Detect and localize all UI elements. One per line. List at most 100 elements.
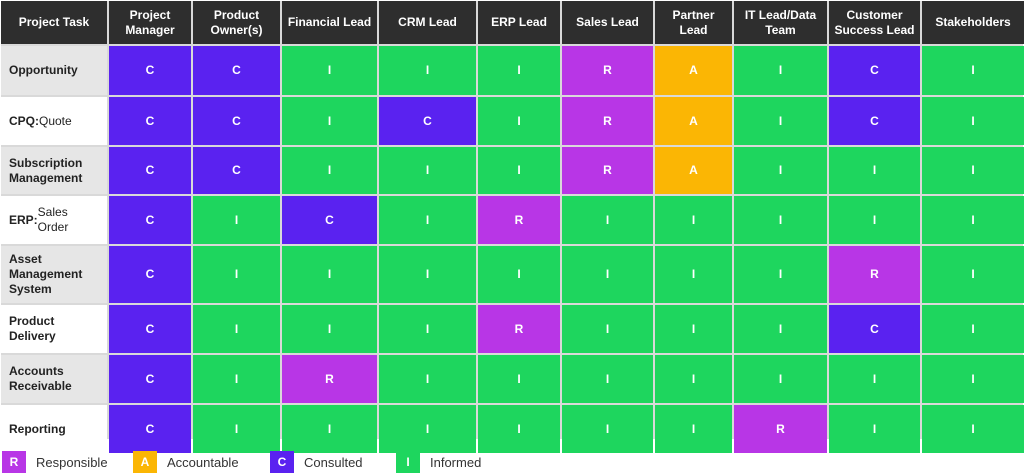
raci-cell: I: [922, 196, 1024, 244]
legend-item-accountable: A Accountable: [133, 450, 239, 474]
task-name: Reporting: [9, 421, 66, 436]
task-label: Asset Management System: [1, 246, 107, 303]
raci-cell: I: [193, 196, 280, 244]
raci-cell: C: [829, 97, 920, 145]
legend-item-consulted: C Consulted: [270, 450, 363, 474]
raci-cell: A: [655, 147, 732, 194]
header-role-it-lead: IT Lead/Data Team: [734, 1, 827, 44]
header-role-product-owner: Product Owner(s): [193, 1, 280, 44]
header-role-financial-lead: Financial Lead: [282, 1, 377, 44]
raci-cell: I: [829, 405, 920, 453]
raci-cell: I: [922, 305, 1024, 353]
raci-cell: I: [922, 355, 1024, 403]
raci-cell: I: [193, 246, 280, 303]
raci-cell: I: [478, 246, 560, 303]
raci-cell: I: [193, 405, 280, 453]
raci-cell: I: [734, 196, 827, 244]
raci-cell: I: [379, 355, 476, 403]
raci-cell: I: [922, 246, 1024, 303]
raci-cell: I: [734, 305, 827, 353]
raci-cell: R: [562, 147, 653, 194]
raci-cell: C: [193, 46, 280, 95]
raci-cell: I: [829, 355, 920, 403]
task-label: ERP: Sales Order: [1, 196, 107, 244]
raci-cell: R: [478, 305, 560, 353]
raci-matrix: Project Task Project Manager Product Own…: [1, 1, 1024, 453]
raci-cell: C: [109, 196, 191, 244]
legend-item-informed: I Informed: [396, 450, 481, 474]
header-role-sales-lead: Sales Lead: [562, 1, 653, 44]
raci-cell: I: [655, 305, 732, 353]
raci-cell: C: [109, 355, 191, 403]
header-role-crm-lead: CRM Lead: [379, 1, 476, 44]
task-label: Accounts Receivable: [1, 355, 107, 403]
raci-cell: I: [478, 355, 560, 403]
raci-cell: C: [193, 97, 280, 145]
raci-cell: I: [734, 46, 827, 95]
raci-cell: I: [478, 97, 560, 145]
raci-cell: I: [655, 196, 732, 244]
raci-cell: I: [282, 405, 377, 453]
raci-cell: I: [734, 246, 827, 303]
raci-cell: R: [734, 405, 827, 453]
task-name: Product Delivery: [9, 314, 56, 343]
raci-cell: A: [655, 46, 732, 95]
raci-cell: C: [282, 196, 377, 244]
legend: R Responsible A Accountable C Consulted …: [0, 448, 1024, 476]
raci-cell: I: [478, 147, 560, 194]
raci-cell: C: [829, 305, 920, 353]
legend-label-responsible: Responsible: [36, 454, 108, 470]
task-name: Opportunity: [9, 63, 78, 77]
raci-cell: I: [193, 355, 280, 403]
raci-cell: I: [829, 196, 920, 244]
raci-cell: A: [655, 97, 732, 145]
task-label: CPQ: Quote: [1, 97, 107, 145]
legend-item-responsible: R Responsible: [2, 450, 108, 474]
task-label: Opportunity: [1, 46, 107, 95]
legend-swatch-r: R: [2, 451, 26, 473]
raci-cell: I: [655, 246, 732, 303]
raci-cell: C: [109, 97, 191, 145]
raci-cell: I: [734, 97, 827, 145]
raci-cell: I: [282, 97, 377, 145]
header-role-stakeholders: Stakeholders: [922, 1, 1024, 44]
raci-cell: I: [478, 405, 560, 453]
task-name: Subscription Management: [9, 155, 83, 185]
raci-cell: I: [655, 355, 732, 403]
task-name-suffix: Sales Order: [37, 205, 69, 234]
task-name: Asset Management System: [9, 252, 83, 296]
task-name: CPQ:: [9, 113, 39, 128]
raci-cell: I: [379, 305, 476, 353]
raci-cell: C: [193, 147, 280, 194]
raci-cell: I: [655, 405, 732, 453]
raci-cell: C: [109, 246, 191, 303]
header-role-project-manager: Project Manager: [109, 1, 191, 44]
legend-label-consulted: Consulted: [304, 454, 363, 470]
raci-cell: I: [379, 246, 476, 303]
raci-cell: I: [562, 246, 653, 303]
header-role-partner-lead: Partner Lead: [655, 1, 732, 44]
raci-cell: C: [379, 97, 476, 145]
raci-cell: I: [379, 147, 476, 194]
raci-cell: C: [109, 147, 191, 194]
raci-cell: I: [829, 147, 920, 194]
task-label: Subscription Management: [1, 147, 107, 194]
raci-cell: I: [282, 246, 377, 303]
raci-cell: I: [282, 147, 377, 194]
legend-swatch-a: A: [133, 451, 157, 473]
raci-cell: I: [734, 355, 827, 403]
raci-cell: I: [562, 405, 653, 453]
task-label: Product Delivery: [1, 305, 107, 353]
legend-label-informed: Informed: [430, 454, 482, 470]
header-role-erp-lead: ERP Lead: [478, 1, 560, 44]
header-role-customer-success-lead: Customer Success Lead: [829, 1, 920, 44]
raci-cell: I: [193, 305, 280, 353]
raci-cell: I: [562, 305, 653, 353]
task-name: ERP:: [9, 212, 38, 227]
raci-cell: I: [922, 147, 1024, 194]
raci-cell: R: [562, 46, 653, 95]
legend-swatch-i: I: [396, 451, 420, 473]
raci-cell: I: [922, 97, 1024, 145]
header-project-task: Project Task: [1, 1, 107, 44]
raci-cell: R: [562, 97, 653, 145]
